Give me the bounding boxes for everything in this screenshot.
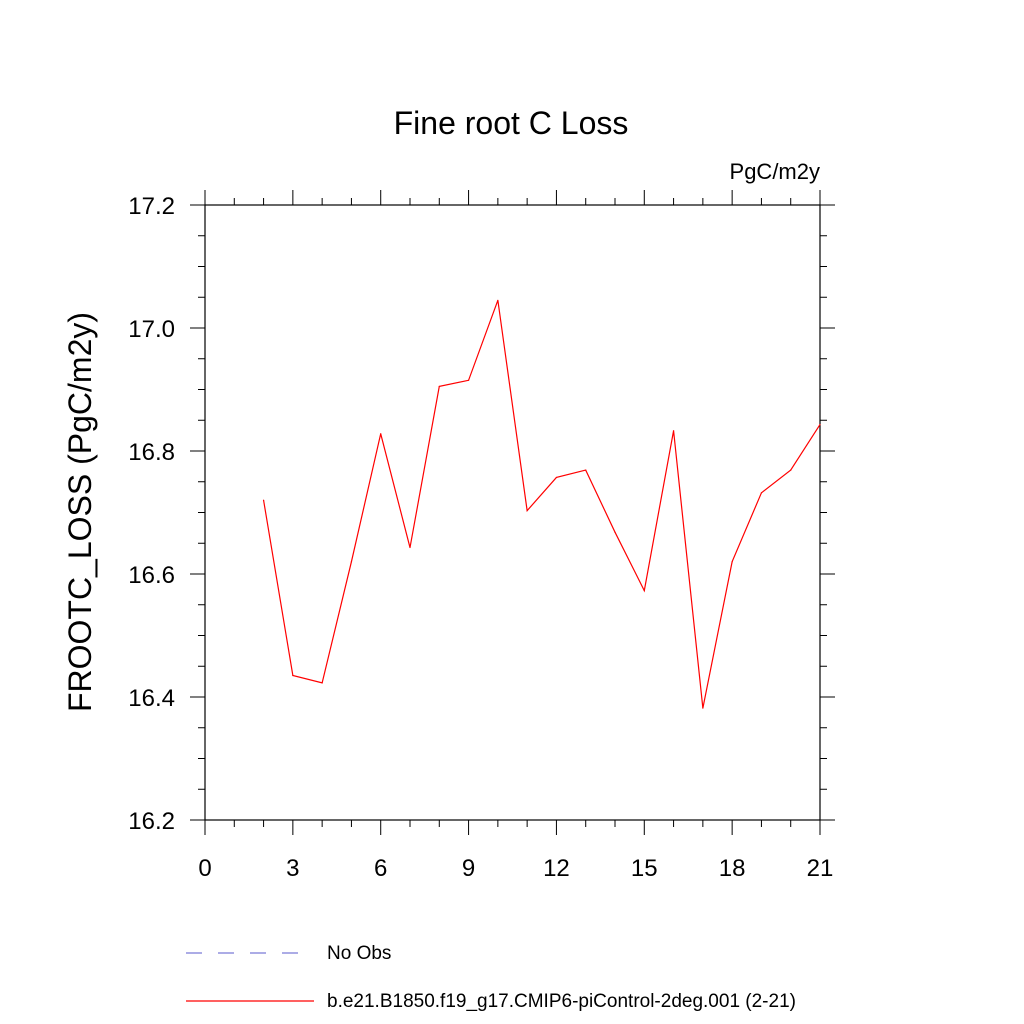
series-point xyxy=(643,590,645,592)
x-tick-label: 18 xyxy=(719,855,746,882)
plot-frame xyxy=(204,204,821,821)
series-point xyxy=(380,433,382,435)
series-group xyxy=(262,299,821,709)
y-tick-label: 17.0 xyxy=(128,316,175,343)
series-point xyxy=(262,499,265,501)
series-point xyxy=(467,379,470,381)
chart-title: Fine root C Loss xyxy=(394,105,629,141)
y-tick-label: 17.2 xyxy=(128,193,175,220)
series-point xyxy=(555,476,558,479)
series-point xyxy=(702,707,704,709)
x-tick-label: 6 xyxy=(374,855,387,882)
y-tick-label: 16.6 xyxy=(128,562,175,589)
x-tick-label: 15 xyxy=(631,855,658,882)
series-point xyxy=(321,682,323,684)
x-tick-label: 3 xyxy=(286,855,299,882)
y-tick-label: 16.8 xyxy=(128,439,175,466)
series-point xyxy=(497,299,499,301)
series-point xyxy=(350,561,353,563)
legend: No Obs b.e21.B1850.f19_g17.CMIP6-piContr… xyxy=(186,943,796,1012)
series-point xyxy=(585,469,587,471)
x-tick-label: 21 xyxy=(807,855,834,882)
legend-label-no-obs: No Obs xyxy=(327,943,391,964)
y-axis-tick-labels: 16.2 16.4 16.6 16.8 17.0 17.2 xyxy=(128,193,175,835)
x-tick-label: 9 xyxy=(462,855,475,882)
series-point xyxy=(672,430,675,432)
series-point xyxy=(760,492,763,494)
series-point xyxy=(292,674,294,677)
series-point xyxy=(731,561,733,563)
series-point xyxy=(819,423,821,426)
y-tick-label: 16.4 xyxy=(128,685,175,712)
legend-label-model: b.e21.B1850.f19_g17.CMIP6-piControl-2deg… xyxy=(327,991,796,1012)
series-point xyxy=(790,469,792,471)
y-axis-title: FROOTC_LOSS (PgC/m2y) xyxy=(62,312,98,712)
series-line-1 xyxy=(262,300,821,709)
x-tick-label: 0 xyxy=(198,855,211,882)
series-point xyxy=(614,531,616,533)
x-tick-label: 12 xyxy=(543,855,570,882)
series-point xyxy=(526,510,528,512)
axis-ticks xyxy=(190,190,835,835)
units-label: PgC/m2y xyxy=(730,159,820,184)
y-tick-label: 16.2 xyxy=(128,808,175,835)
series-point xyxy=(438,385,440,388)
series-point xyxy=(409,546,411,549)
x-axis-tick-labels: 0 3 6 9 12 15 18 21 xyxy=(198,855,833,882)
